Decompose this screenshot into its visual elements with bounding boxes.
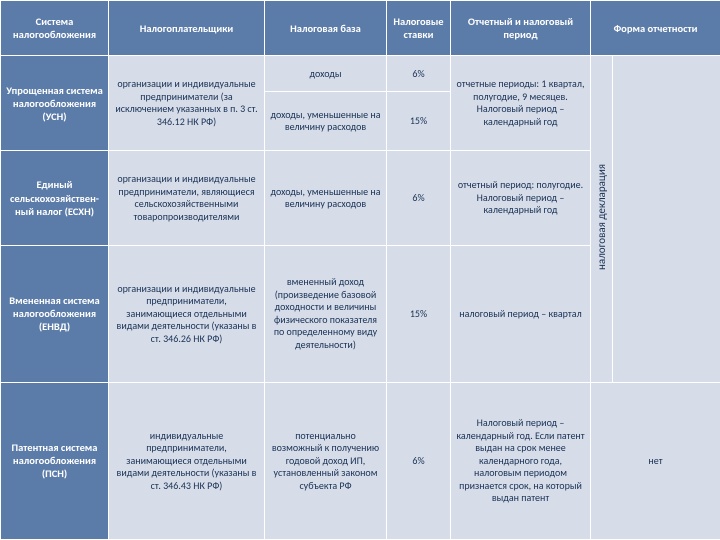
eshn-period: отчетный период: полугодие. Налоговый пе… — [451, 151, 591, 246]
psn-form: нет — [591, 382, 720, 539]
eshn-name: Единый сельскохозяйствен-ный налог (ЕСХН… — [1, 151, 109, 246]
psn-payers: индивидуальные предприниматели, занимающ… — [109, 382, 265, 539]
col-base: Налоговая база — [265, 1, 387, 56]
row-usn-1: Упрощенная система налогообложения (УСН)… — [1, 56, 720, 92]
envd-rate: 15% — [387, 246, 451, 383]
col-system: Система налогообложения — [1, 1, 109, 56]
usn-period: отчетные периоды: 1 квартал, полугодие, … — [451, 56, 591, 151]
usn-base2: доходы, уменьшенные на величину расходов — [265, 92, 387, 151]
envd-payers: организации и индивидуальные предпринима… — [109, 246, 265, 383]
col-period: Отчетный и налоговый период — [451, 1, 591, 56]
usn-payers: организации и индивидуальные предпринима… — [109, 56, 265, 151]
usn-rate2: 15% — [387, 92, 451, 151]
envd-base: вмененный доход (произведение базовой до… — [265, 246, 387, 383]
col-form: Форма отчетности — [591, 1, 720, 56]
row-psn: Патентная система налогообложения (ПСН) … — [1, 382, 720, 539]
envd-period: налоговый период – квартал — [451, 246, 591, 383]
psn-base: потенциально возможный к получению годов… — [265, 382, 387, 539]
psn-rate: 6% — [387, 382, 451, 539]
envd-name: Вмененная система налогообложения (ЕНВД) — [1, 246, 109, 383]
eshn-payers: организации и индивидуальные предпринима… — [109, 151, 265, 246]
col-payers: Налогоплательщики — [109, 1, 265, 56]
form-declaration-vertical: налоговая декларация — [591, 56, 613, 382]
usn-name: Упрощенная система налогообложения (УСН) — [1, 56, 109, 151]
usn-base1: доходы — [265, 56, 387, 92]
eshn-base: доходы, уменьшенные на величину расходов — [265, 151, 387, 246]
header-row: Система налогообложения Налогоплательщик… — [1, 1, 720, 56]
eshn-rate: 6% — [387, 151, 451, 246]
psn-period: Налоговый период – календарный год. Если… — [451, 382, 591, 539]
psn-name: Патентная система налогообложения (ПСН) — [1, 382, 109, 539]
col-rates: Налоговые ставки — [387, 1, 451, 56]
usn-rate1: 6% — [387, 56, 451, 92]
form-declaration-pad — [613, 56, 720, 382]
tax-systems-table: Система налогообложения Налогоплательщик… — [0, 0, 720, 540]
